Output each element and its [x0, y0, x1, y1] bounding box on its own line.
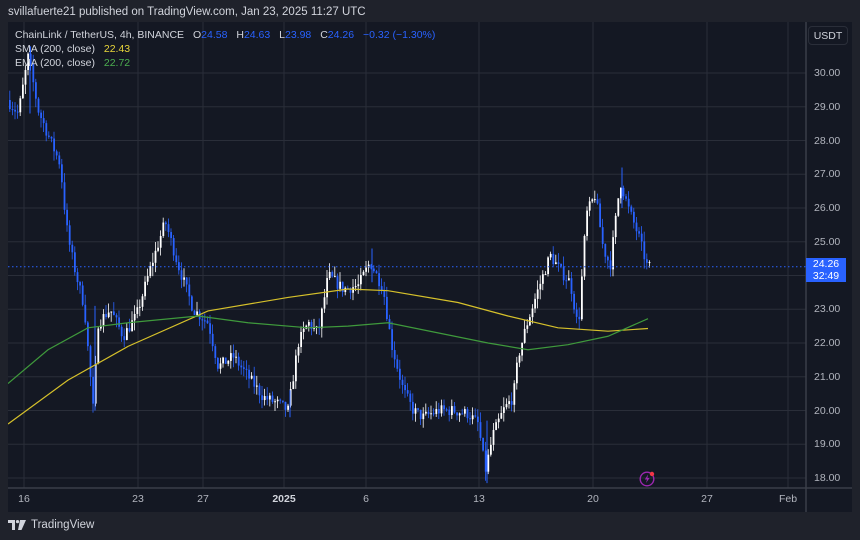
- brand-name: TradingView: [31, 519, 95, 531]
- tradingview-logo-icon: [8, 520, 26, 530]
- time-axis-label: 13: [473, 493, 485, 505]
- time-axis-label: 27: [197, 493, 209, 505]
- time-axis-label: 6: [363, 493, 369, 505]
- low-value: 23.98: [285, 29, 312, 41]
- ema-label: EMA (200, close): [15, 57, 95, 69]
- time-axis-label: 20: [587, 493, 599, 505]
- price-axis-label: 28.00: [814, 134, 841, 147]
- sma-value: 22.43: [103, 43, 131, 55]
- price-axis-label: 29.00: [814, 100, 841, 113]
- time-axis-label: Feb: [778, 493, 798, 505]
- price-axis-label: 25.00: [814, 235, 841, 248]
- tradingview-footer[interactable]: TradingView: [8, 519, 94, 531]
- ohlc-legend-row: ChainLink / TetherUS, 4h, BINANCE O24.58…: [15, 29, 436, 41]
- publish-info: svillafuerte21 published on TradingView.…: [8, 6, 366, 18]
- price-axis-label: 26.00: [814, 202, 841, 214]
- time-axis-label: 2025: [272, 493, 296, 505]
- price-axis-label: 21.00: [814, 370, 841, 383]
- price-axis-label: 20.00: [814, 404, 841, 417]
- price-axis-label: 19.00: [814, 438, 841, 451]
- time-axis-label: 16: [18, 493, 30, 505]
- chart-legend: ChainLink / TetherUS, 4h, BINANCE O24.58…: [15, 28, 435, 70]
- chart-panel[interactable]: [8, 22, 852, 512]
- price-axis-label: 18.00: [814, 472, 841, 484]
- price-axis-label: 30.00: [814, 67, 841, 79]
- ema-value: 22.72: [103, 57, 131, 69]
- sma-legend-row[interactable]: SMA (200, close) 22.43: [15, 42, 435, 56]
- change-value: −0.32 (−1.30%): [363, 29, 436, 41]
- time-axis-label: 27: [701, 493, 713, 505]
- currency-button[interactable]: USDT: [808, 26, 848, 45]
- high-value: 24.63: [243, 29, 271, 41]
- time-axis-label: 23: [132, 493, 144, 505]
- sma-label: SMA (200, close): [15, 43, 95, 55]
- close-value: 24.26: [327, 29, 355, 41]
- price-axis-label: 22.00: [814, 337, 841, 349]
- lightning-event-icon[interactable]: [639, 470, 656, 487]
- ema-legend-row[interactable]: EMA (200, close) 22.72: [15, 56, 435, 70]
- candlestick-chart[interactable]: [8, 22, 852, 512]
- candle-countdown: 32:49: [812, 269, 840, 282]
- price-axis-label: 27.00: [814, 168, 841, 181]
- last-price: 24.26: [812, 258, 840, 270]
- last-price-tag: 24.26 32:49: [806, 258, 846, 282]
- open-value: 24.58: [201, 29, 228, 41]
- symbol-title[interactable]: ChainLink / TetherUS, 4h, BINANCE: [15, 29, 185, 41]
- price-axis-label: 23.00: [814, 303, 841, 316]
